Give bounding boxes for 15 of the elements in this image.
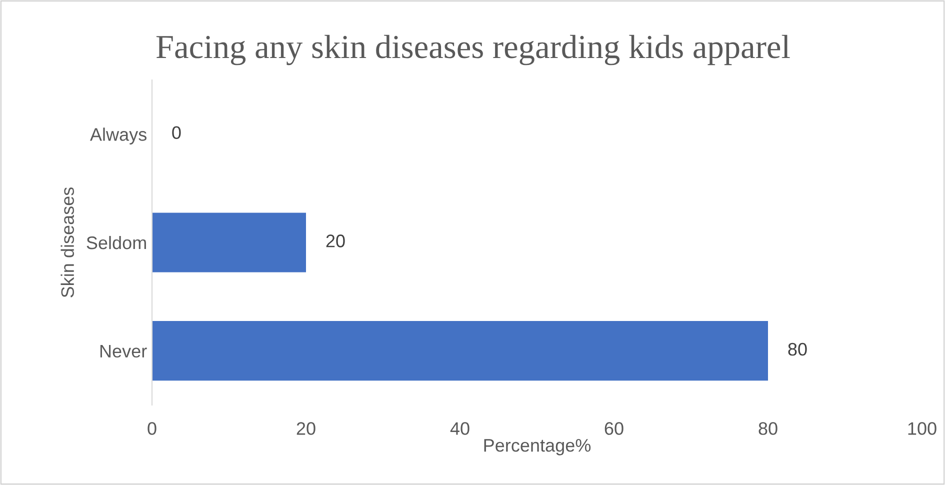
x-tick-label: 60 [604,422,624,435]
y-tick-label: Never [100,344,147,358]
data-label: 20 [326,234,345,248]
y-tick-label: Seldom [86,236,146,250]
y-axis-title: Skin diseases [60,187,74,298]
x-axis-title: Percentage% [484,439,591,456]
x-tick-label: 80 [758,422,778,435]
data-label: 0 [172,126,181,140]
chart-title: Facing any skin diseases regarding kids apparel [156,34,790,66]
x-tick-label: 100 [908,422,936,435]
y-tick-label: Always [90,128,146,144]
data-label: 80 [788,342,807,356]
x-tick-label: 40 [450,422,470,435]
x-tick-label: 20 [296,422,316,435]
x-tick-label: 0 [148,422,156,435]
